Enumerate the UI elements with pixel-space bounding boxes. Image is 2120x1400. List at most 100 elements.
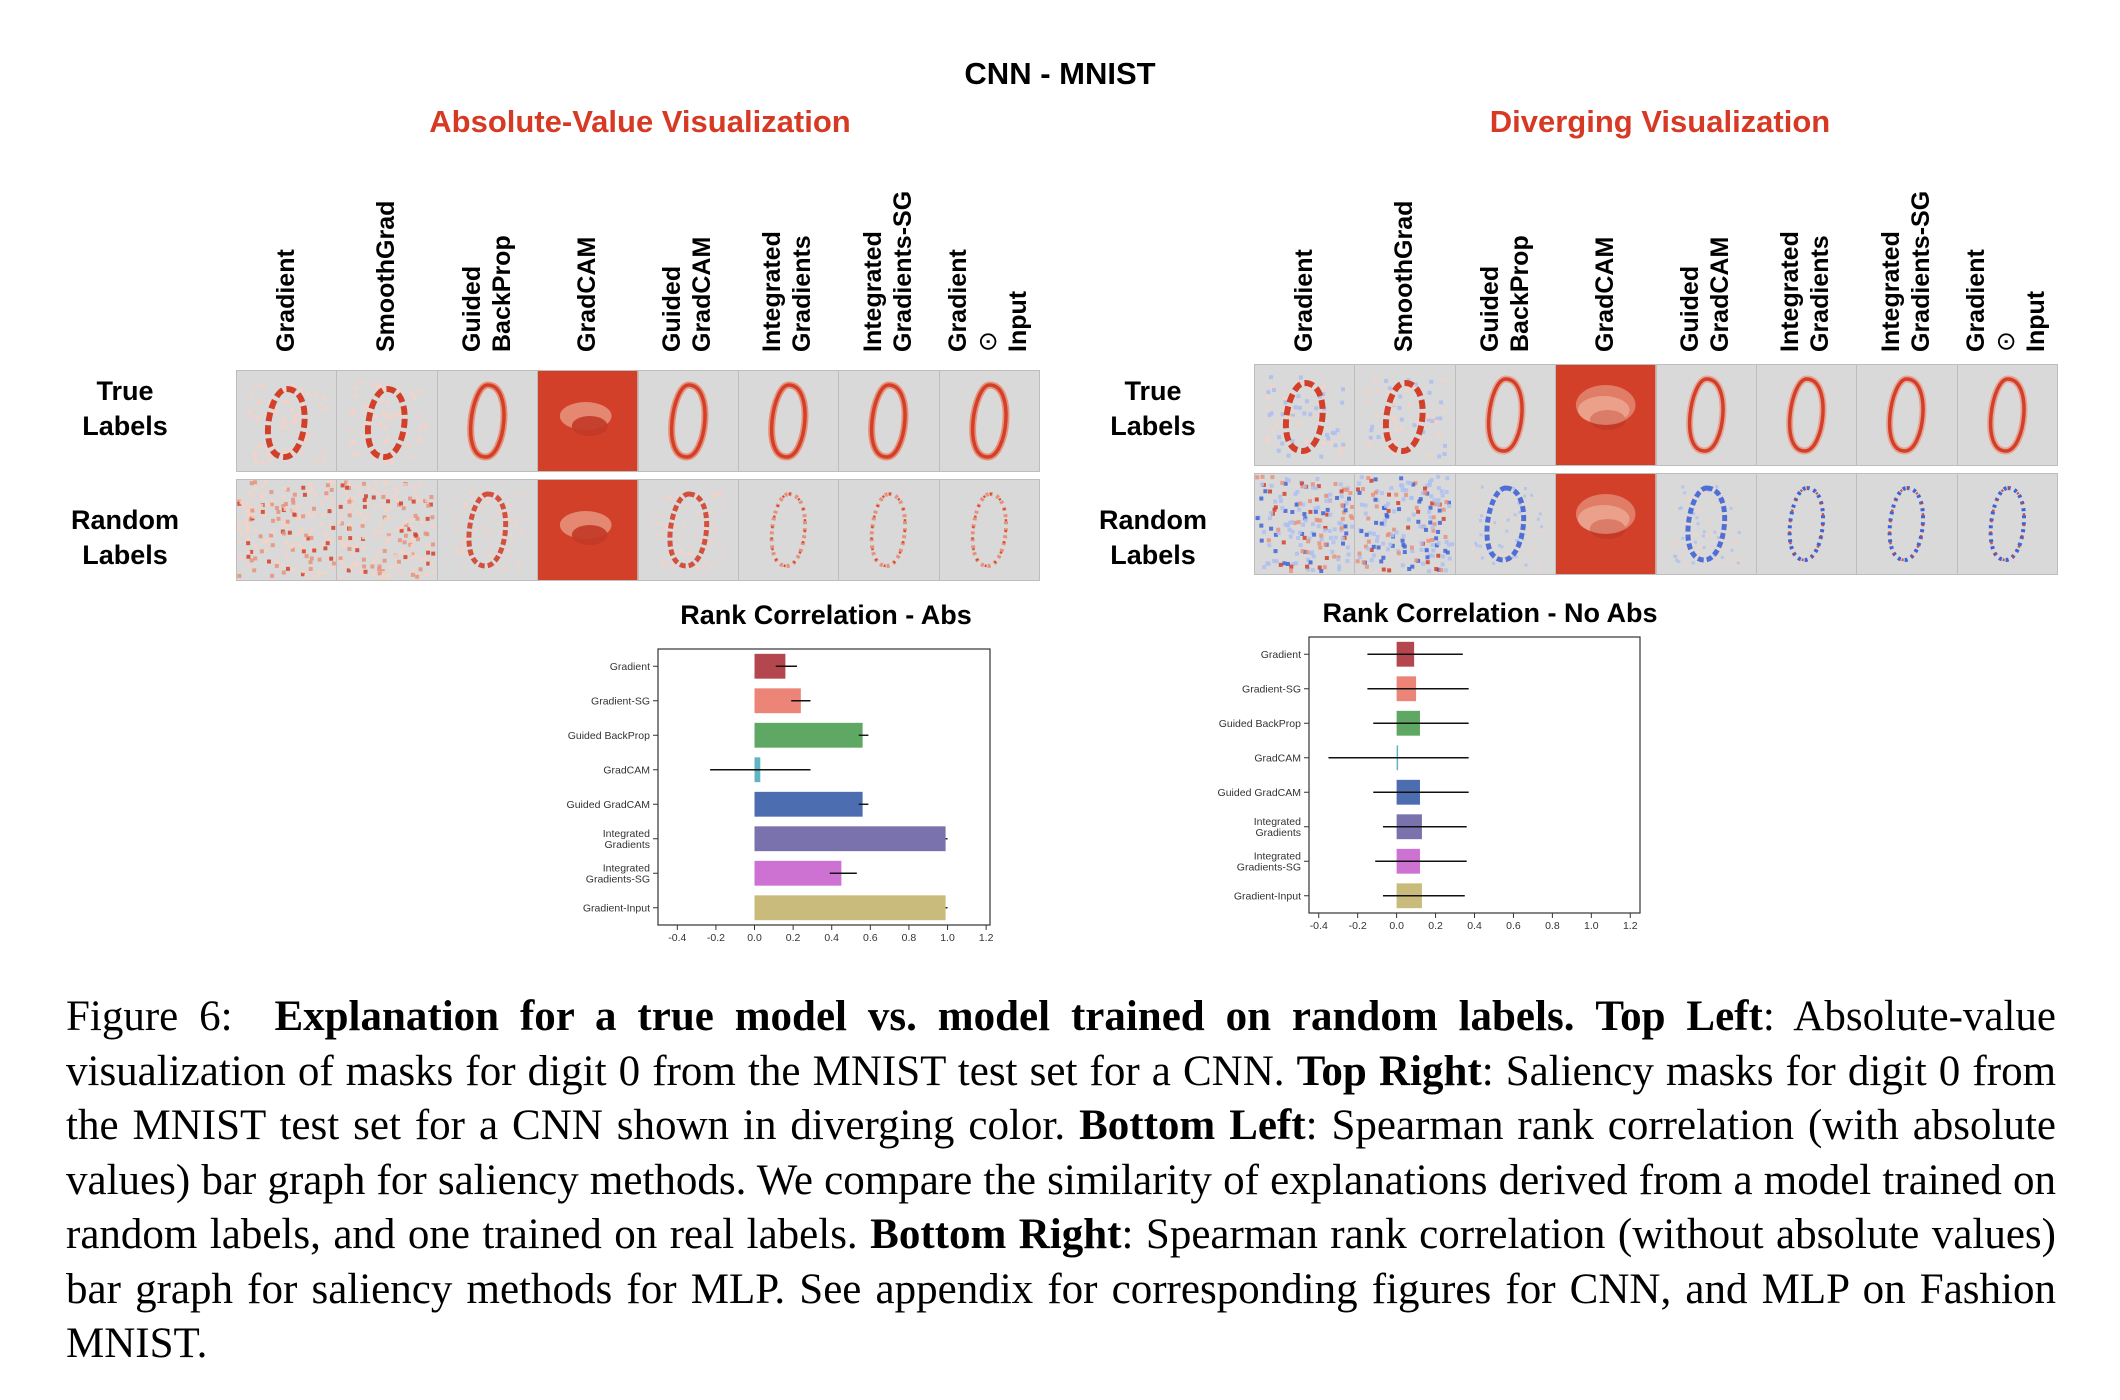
column-label-line: Gradients-SG	[888, 190, 917, 352]
category-label: Integrated Gradients	[603, 828, 650, 851]
saliency-cell	[1958, 474, 2057, 574]
left-column-label: Guided GradCAM	[657, 237, 717, 352]
chart-noabs-title: Rank Correlation - No Abs	[1322, 598, 1658, 628]
left-column-label: Integrated Gradients	[757, 231, 817, 352]
saliency-cell	[739, 371, 840, 471]
left-random-labels-strip	[236, 479, 1040, 581]
saliency-mask-image	[1470, 485, 1543, 567]
saliency-cell	[839, 371, 940, 471]
bar	[754, 826, 946, 852]
x-tick-label: -0.4	[1310, 920, 1328, 932]
saliency-mask-image	[869, 491, 908, 569]
column-label-line: GradCAM	[1706, 236, 1735, 352]
category-label: GradCAM	[603, 764, 650, 776]
x-tick-label: 0.4	[1467, 920, 1482, 932]
right-row-label-true: True Labels	[1068, 374, 1238, 444]
saliency-mask-image	[237, 480, 337, 580]
right-random-labels-strip	[1254, 473, 2058, 575]
column-label-line: Gradients-SG	[1906, 190, 1935, 352]
row-label-line: Random	[1099, 505, 1207, 535]
rank-correlation-noabs-chart: Gradient Gradient-SG Guided BackProp GradCA…	[1218, 636, 1641, 932]
column-label-line: Guided	[658, 265, 687, 352]
column-label-line: Gradients	[1806, 235, 1835, 352]
saliency-cell	[1355, 365, 1456, 465]
column-label-line: Integrated	[858, 231, 887, 352]
x-tick-label: 1.2	[979, 932, 994, 944]
saliency-cell	[839, 480, 940, 580]
column-label-line: ⊙	[973, 331, 1002, 352]
row-label-line: Random	[71, 505, 179, 535]
x-tick-label: 1.0	[1584, 920, 1599, 932]
caption-bold-lead: Explanation for a true model vs. model t…	[274, 993, 1575, 1040]
column-label-line: Guided	[1676, 265, 1705, 352]
category-label: Guided GradCAM	[567, 799, 650, 811]
rank-correlation-abs-chart: Gradient Gradient-SG Guided BackProp GradCA…	[567, 648, 994, 944]
column-label-line: Gradients	[788, 235, 817, 352]
category-label: Integrated Gradients	[1254, 816, 1301, 839]
left-section-title: Absolute-Value Visualization	[429, 104, 851, 139]
caption-top-left-text: : Absolute-value visualization of masks …	[66, 993, 2057, 1095]
x-tick-label: 0.0	[1389, 920, 1404, 932]
saliency-mask-image	[1255, 474, 1355, 574]
saliency-cell	[1657, 474, 1757, 574]
right-row-label-random: Random Labels	[1068, 503, 1238, 573]
column-label-line: Integrated	[1776, 231, 1805, 352]
saliency-cell	[337, 371, 438, 471]
category-label: Gradient-Input	[1234, 890, 1301, 902]
left-true-labels-strip	[236, 370, 1040, 472]
x-tick-label: 0.6	[1506, 920, 1521, 932]
saliency-mask-image	[538, 371, 638, 471]
column-label-line: Guided	[1475, 265, 1504, 352]
row-label-line: True	[96, 376, 154, 406]
caption-top-right-text: : Saliency masks for digit 0 from the MN…	[66, 1047, 2057, 1150]
row-label-line: Labels	[82, 540, 168, 570]
x-tick-label: -0.2	[1349, 920, 1367, 932]
right-column-label: Guided GradCAM	[1675, 237, 1735, 352]
category-label: Gradient	[1261, 649, 1301, 661]
column-label-line: Guided	[457, 265, 486, 352]
column-label-line: Input	[2021, 290, 2050, 352]
left-column-label: Gradient ⊙ Input	[943, 249, 1033, 352]
left-column-label: Integrated Gradients-SG	[858, 191, 918, 352]
saliency-mask-image	[1671, 485, 1741, 566]
saliency-cell	[1757, 365, 1858, 465]
category-label: Integrated Gradients-SG	[1237, 850, 1301, 873]
right-true-labels-strip	[1254, 364, 2058, 466]
row-label-line: Labels	[1110, 411, 1196, 441]
saliency-mask-image	[347, 381, 429, 465]
category-label: Guided GradCAM	[1218, 787, 1301, 799]
column-label-line: Input	[1003, 290, 1032, 352]
saliency-mask-image	[1787, 485, 1825, 563]
column-label-line: Gradient	[272, 249, 301, 352]
saliency-cell	[1255, 365, 1356, 465]
bar	[754, 860, 842, 886]
saliency-cell	[940, 371, 1039, 471]
saliency-mask-image	[769, 491, 807, 569]
saliency-cell	[237, 480, 338, 580]
x-tick-label: 0.2	[786, 932, 801, 944]
right-column-label: Gradient ⊙ Input	[1961, 249, 2051, 352]
right-column-label: Integrated Gradients-SG	[1876, 191, 1936, 352]
x-tick-label: 1.0	[940, 932, 955, 944]
right-column-label: Gradient	[1289, 249, 1319, 352]
saliency-mask-image	[538, 480, 638, 580]
left-column-label: GradCAM	[572, 237, 602, 352]
saliency-mask-image	[1556, 365, 1656, 465]
saliency-cell	[639, 371, 739, 471]
row-label-line: True	[1124, 376, 1182, 406]
left-column-label: SmoothGrad	[371, 201, 401, 352]
column-label-line: ⊙	[1991, 331, 2020, 352]
saliency-mask-image	[1556, 474, 1656, 574]
saliency-mask-image	[970, 491, 1008, 569]
bar	[754, 722, 863, 748]
x-tick-label: -0.2	[707, 932, 725, 944]
saliency-cell	[1355, 474, 1456, 574]
row-label-line: Labels	[82, 411, 168, 441]
saliency-cell	[538, 371, 639, 471]
saliency-cell	[538, 480, 639, 580]
left-row-label-true: True Labels	[40, 374, 210, 444]
saliency-cell	[438, 371, 539, 471]
column-label-line: Integrated	[1876, 231, 1905, 352]
right-column-label: Integrated Gradients	[1775, 231, 1835, 352]
left-row-label-random: Random Labels	[40, 503, 210, 573]
